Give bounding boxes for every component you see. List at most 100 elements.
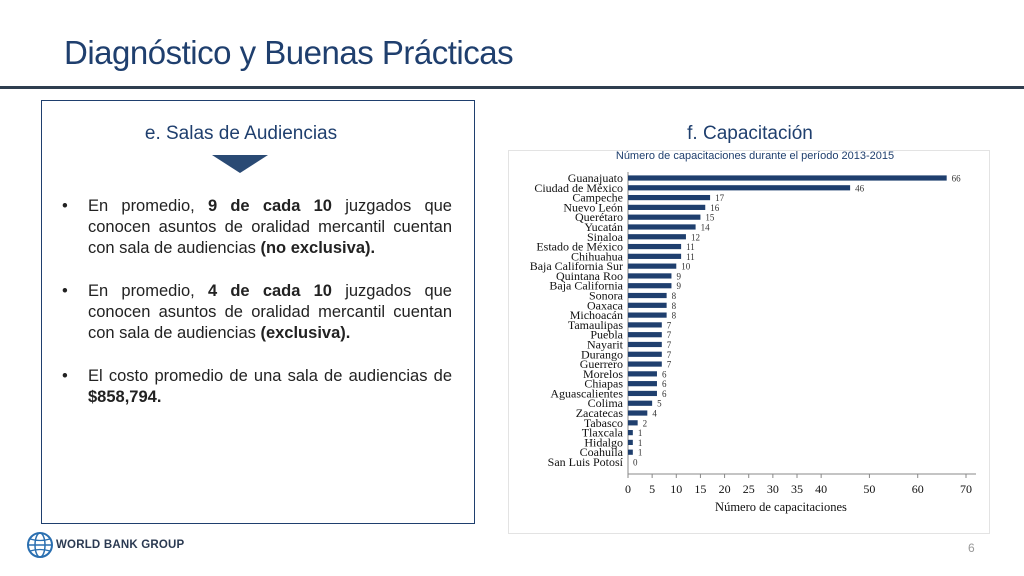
title-divider bbox=[0, 86, 1024, 89]
bullet-emphasis: $858,794. bbox=[88, 388, 162, 406]
bar bbox=[628, 371, 657, 377]
salas-bullet-list: • En promedio, 9 de cada 10 juzgados que… bbox=[62, 196, 452, 430]
category-label: Baja California bbox=[549, 279, 623, 293]
bullet-emphasis: (exclusiva). bbox=[260, 324, 351, 342]
category-label: Durango bbox=[581, 347, 623, 361]
value-label: 11 bbox=[686, 252, 695, 262]
category-label: Puebla bbox=[590, 328, 623, 342]
category-label: Tlaxcala bbox=[582, 426, 624, 440]
bar bbox=[628, 185, 851, 191]
category-label: Baja California Sur bbox=[530, 259, 623, 273]
value-label: 2 bbox=[643, 418, 648, 428]
bar bbox=[628, 439, 633, 446]
value-label: 5 bbox=[657, 399, 662, 409]
category-label: Zacatecas bbox=[576, 406, 624, 420]
x-tick-label: 25 bbox=[743, 482, 755, 496]
page-number: 6 bbox=[968, 541, 975, 555]
category-label: Coahuila bbox=[580, 445, 624, 459]
value-label: 1 bbox=[638, 428, 643, 438]
value-label: 66 bbox=[952, 174, 962, 184]
bar bbox=[628, 234, 686, 240]
category-label: Guanajuato bbox=[568, 171, 623, 185]
bar bbox=[628, 224, 696, 230]
bar bbox=[628, 292, 667, 299]
bar bbox=[628, 332, 662, 338]
x-tick-label: 50 bbox=[863, 482, 875, 496]
value-label: 7 bbox=[667, 340, 672, 350]
category-label: Colima bbox=[588, 396, 624, 410]
world-bank-logo-text: WORLD BANK GROUP bbox=[56, 539, 185, 551]
bar bbox=[628, 410, 648, 416]
value-label: 11 bbox=[686, 242, 695, 252]
value-label: 9 bbox=[676, 281, 681, 291]
category-label: Querétaro bbox=[575, 210, 623, 224]
category-label: Campeche bbox=[572, 191, 623, 205]
bar bbox=[628, 449, 633, 455]
category-label: Sonora bbox=[589, 289, 624, 303]
category-label: Aguascalientes bbox=[550, 386, 623, 400]
value-label: 16 bbox=[710, 203, 720, 213]
x-tick-label: 20 bbox=[719, 482, 731, 496]
capacitacion-heading: f. Capacitación bbox=[687, 123, 813, 144]
bullet-text: juzgados que conocen asuntos de oralidad… bbox=[88, 197, 452, 257]
category-label: Morelos bbox=[583, 367, 623, 381]
value-label: 6 bbox=[662, 379, 667, 389]
value-label: 4 bbox=[652, 409, 657, 419]
value-label: 7 bbox=[667, 360, 672, 370]
category-label: Tabasco bbox=[584, 416, 623, 430]
bar bbox=[628, 253, 682, 259]
category-label: Michoacán bbox=[570, 308, 623, 322]
bullet-emphasis: (no exclusiva). bbox=[260, 239, 376, 257]
bar bbox=[628, 420, 638, 426]
value-label: 14 bbox=[701, 222, 711, 232]
category-label: Chiapas bbox=[584, 377, 623, 391]
x-axis-title: Número de capacitaciones bbox=[715, 500, 847, 514]
category-label: Nuevo León bbox=[563, 200, 623, 214]
bar bbox=[628, 263, 677, 269]
bar bbox=[628, 381, 657, 387]
category-label: Quintana Roo bbox=[556, 269, 623, 283]
value-label: 1 bbox=[638, 438, 643, 448]
bar bbox=[628, 302, 667, 308]
value-label: 9 bbox=[676, 271, 681, 281]
bullet-text: El costo promedio de una sala de audienc… bbox=[88, 367, 452, 385]
category-label: Hidalgo bbox=[584, 435, 623, 449]
category-label: Estado de México bbox=[536, 240, 623, 254]
bar bbox=[628, 204, 706, 210]
world-bank-globe-icon bbox=[27, 532, 53, 558]
value-label: 17 bbox=[715, 193, 725, 203]
slide-title: Diagnóstico y Buenas Prácticas bbox=[64, 34, 514, 71]
bar bbox=[628, 361, 662, 367]
bar bbox=[628, 243, 682, 250]
value-label: 8 bbox=[672, 301, 677, 311]
category-label: Guerrero bbox=[580, 357, 623, 371]
bar bbox=[628, 194, 711, 201]
x-tick-label: 30 bbox=[767, 482, 779, 496]
chart-subtitle: Número de capacitaciones durante el perí… bbox=[615, 150, 895, 162]
category-label: Chihuahua bbox=[571, 249, 624, 263]
x-tick-label: 60 bbox=[912, 482, 924, 496]
value-label: 12 bbox=[691, 232, 700, 242]
x-tick-label: 70 bbox=[960, 482, 972, 496]
bullet-item: • En promedio, 9 de cada 10 juzgados que… bbox=[62, 196, 452, 259]
bar bbox=[628, 312, 667, 318]
bar bbox=[628, 390, 657, 397]
category-label: Yucatán bbox=[584, 220, 623, 234]
bullet-text: juzgados que conocen asuntos de oralidad… bbox=[88, 282, 452, 342]
category-label: Nayarit bbox=[587, 337, 624, 351]
bar bbox=[628, 351, 662, 357]
bar bbox=[628, 430, 633, 436]
category-label: Oaxaca bbox=[587, 298, 624, 312]
bullet-emphasis: 4 de cada 10 bbox=[207, 282, 332, 300]
bar bbox=[628, 283, 672, 289]
bullet-text: En promedio, bbox=[88, 282, 208, 300]
bullet-text: En promedio, bbox=[88, 197, 208, 215]
bullet-item: • En promedio, 4 de cada 10 juzgados que… bbox=[62, 281, 452, 344]
value-label: 8 bbox=[672, 291, 677, 301]
value-label: 6 bbox=[662, 389, 667, 399]
bullet-emphasis: 9 de cada 10 bbox=[207, 197, 332, 215]
value-label: 0 bbox=[633, 458, 638, 468]
x-tick-label: 15 bbox=[694, 482, 706, 496]
value-label: 7 bbox=[667, 320, 672, 330]
value-label: 7 bbox=[667, 350, 672, 360]
